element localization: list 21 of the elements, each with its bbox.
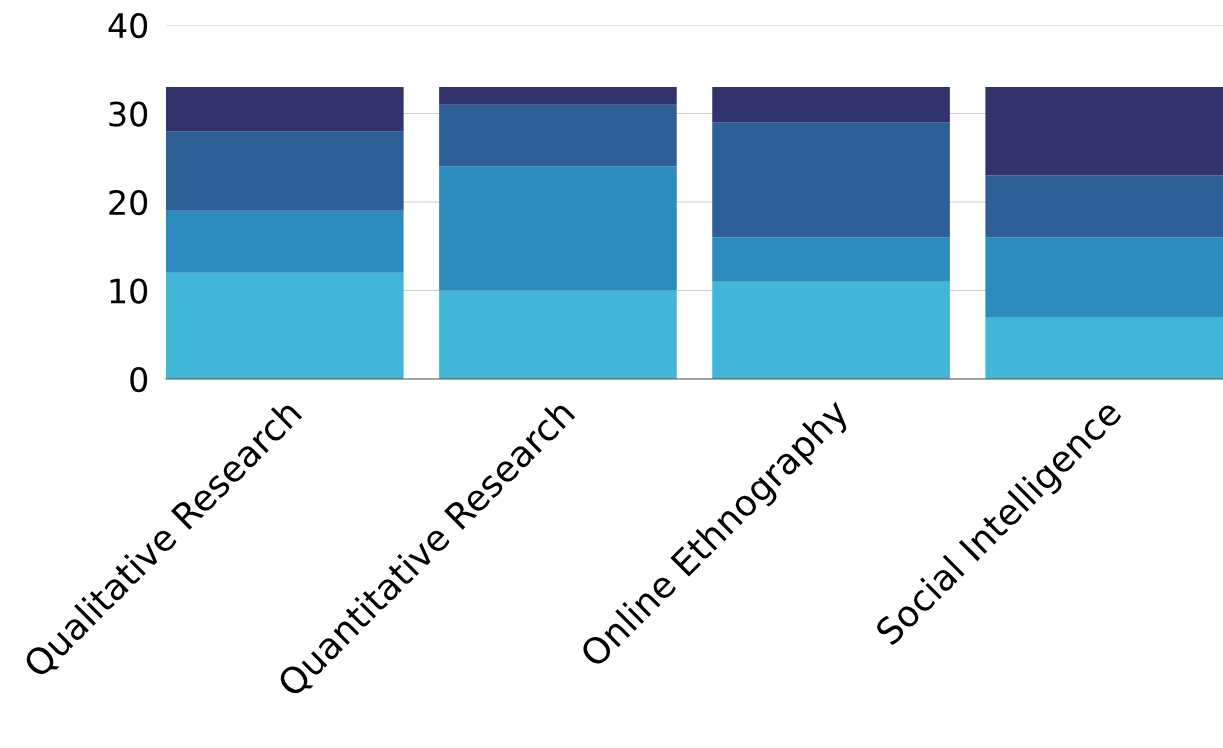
y-tick-label: 30 <box>109 101 148 127</box>
bar <box>712 237 950 282</box>
bar <box>985 86 1223 176</box>
bar <box>439 86 677 105</box>
y-tick-label: 40 <box>108 12 148 39</box>
bar <box>166 131 404 211</box>
y-tick-label: 10 <box>110 278 148 304</box>
y-tick-label: 20 <box>109 189 148 216</box>
bar <box>712 86 950 123</box>
bar <box>439 104 677 167</box>
y-tick-label: 0 <box>130 366 148 393</box>
bar <box>985 175 1223 238</box>
bar <box>166 272 404 379</box>
bar <box>439 166 677 291</box>
bar <box>166 86 404 132</box>
bar <box>985 237 1223 318</box>
bar <box>166 210 404 273</box>
bar <box>712 122 950 238</box>
bar <box>712 281 950 379</box>
bar <box>985 317 1223 379</box>
bar <box>439 290 677 379</box>
